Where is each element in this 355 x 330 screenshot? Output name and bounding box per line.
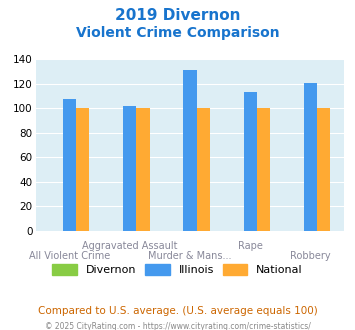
Bar: [76, 109, 89, 231]
Text: All Violent Crime: All Violent Crime: [29, 250, 110, 261]
Legend: Divernon, Illinois, National: Divernon, Illinois, National: [48, 260, 307, 280]
Text: 2019 Divernon: 2019 Divernon: [115, 8, 240, 23]
Bar: [136, 109, 149, 231]
Text: Violent Crime Comparison: Violent Crime Comparison: [76, 26, 279, 40]
Text: Compared to U.S. average. (U.S. average equals 100): Compared to U.S. average. (U.S. average …: [38, 306, 317, 316]
Text: © 2025 CityRating.com - https://www.cityrating.com/crime-statistics/: © 2025 CityRating.com - https://www.city…: [45, 322, 310, 330]
Text: Murder & Mans...: Murder & Mans...: [148, 250, 232, 261]
Text: Robbery: Robbery: [290, 250, 331, 261]
Bar: [63, 99, 76, 231]
Bar: [183, 70, 197, 231]
Bar: [317, 109, 330, 231]
Bar: [304, 83, 317, 231]
Bar: [257, 109, 270, 231]
Text: Rape: Rape: [238, 241, 263, 251]
Bar: [123, 106, 136, 231]
Bar: [197, 109, 210, 231]
Bar: [244, 92, 257, 231]
Text: Aggravated Assault: Aggravated Assault: [82, 241, 178, 251]
